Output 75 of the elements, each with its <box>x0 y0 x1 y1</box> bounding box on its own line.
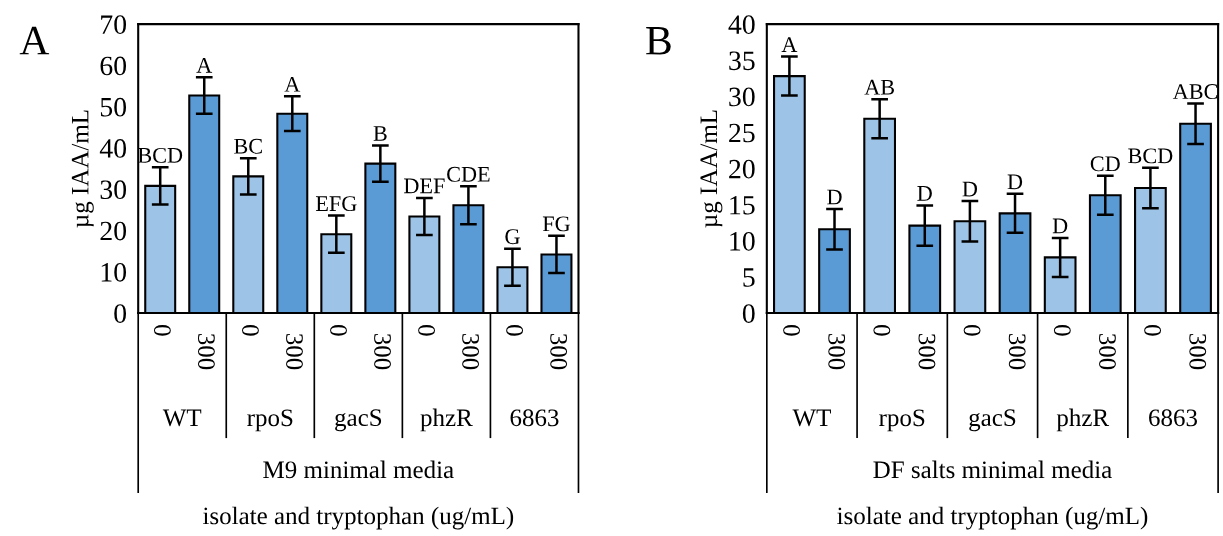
data-label: ABC <box>1172 84 1218 100</box>
data-label: CDE <box>447 166 490 182</box>
text: DF salts minimal media <box>873 460 1112 479</box>
text: WT <box>162 409 202 427</box>
y-axis-title: µg IAA/mL <box>700 110 723 228</box>
data-label: A <box>781 37 798 52</box>
y-tick-label: 10 <box>101 262 127 282</box>
y-tick-label: 5 <box>743 268 755 287</box>
text: phzR <box>420 408 473 432</box>
text: M9 minimal media <box>263 460 454 479</box>
text: WT <box>792 409 831 427</box>
text: 6863 <box>510 409 559 427</box>
x-axis-title: isolate and tryptophan (ug/mL) <box>837 506 1148 530</box>
x-tick-label: 0 <box>963 325 981 336</box>
y-axis-title: µg IAA/mL <box>71 110 94 228</box>
data-label: EFG <box>315 196 357 212</box>
y-tick-label: 20 <box>100 221 127 241</box>
x-tick-label: 300 <box>550 334 568 370</box>
x-tick-label: 0 <box>418 325 435 336</box>
x-tick-label: 0 <box>873 325 891 336</box>
x-tick-label: 300 <box>462 334 480 370</box>
y-tick-label: 10 <box>730 231 755 251</box>
data-label: A <box>196 57 213 73</box>
x-tick-label: 0 <box>506 325 524 336</box>
x-tick-label: 0 <box>330 325 347 336</box>
y-tick-label: 25 <box>729 123 755 143</box>
text: 6863 <box>1149 409 1197 427</box>
x-axis-title: isolate and tryptophan (ug/mL) <box>203 506 514 530</box>
x-tick-label: 300 <box>197 334 215 370</box>
data-label: D <box>962 181 978 197</box>
data-label: CD <box>1090 156 1120 172</box>
x-tick-label: 0 <box>1053 325 1071 336</box>
x-tick-label: 300 <box>1008 334 1026 370</box>
data-label: D <box>1007 174 1023 190</box>
y-tick-label: 30 <box>729 87 755 107</box>
y-tick-label: 20 <box>729 159 755 179</box>
chart-title: A <box>19 26 50 55</box>
text: gacS <box>335 409 382 432</box>
data-label: B <box>373 126 387 141</box>
data-label: D <box>917 186 932 201</box>
data-label: D <box>827 189 842 205</box>
x-tick-label: 0 <box>783 325 800 336</box>
data-label: AB <box>864 79 894 95</box>
text: rpoS <box>879 409 925 432</box>
y-tick-label: 0 <box>114 304 127 323</box>
y-tick-label: 35 <box>729 51 755 71</box>
data-label: DEF <box>404 178 445 194</box>
x-tick-label: 300 <box>286 334 303 370</box>
x-tick-label: 300 <box>1099 334 1116 370</box>
y-tick-label: 60 <box>100 56 127 76</box>
x-tick-label: 300 <box>828 334 846 370</box>
x-tick-label: 0 <box>153 325 171 336</box>
text: gacS <box>969 409 1016 432</box>
x-tick-label: 300 <box>1189 334 1207 370</box>
x-tick-label: 300 <box>374 334 391 370</box>
y-tick-label: 70 <box>101 15 127 35</box>
data-label: BCD <box>1128 148 1173 164</box>
y-tick-label: 15 <box>730 195 755 215</box>
y-tick-label: 40 <box>728 15 755 35</box>
text: phzR <box>1056 408 1110 432</box>
data-label: BC <box>234 138 262 154</box>
data-label: D <box>1052 218 1068 234</box>
y-tick-label: 0 <box>742 304 755 323</box>
y-tick-label: 50 <box>100 97 127 117</box>
data-label: BCD <box>138 147 183 163</box>
text: rpoS <box>247 409 293 432</box>
chart-title: B <box>646 27 671 55</box>
y-tick-label: 40 <box>99 139 127 158</box>
data-label: G <box>505 229 520 245</box>
y-tick-label: 30 <box>100 180 127 200</box>
data-label: FG <box>542 216 570 232</box>
data-label: A <box>284 76 301 92</box>
x-tick-label: 300 <box>918 334 936 370</box>
x-tick-label: 0 <box>1144 325 1162 336</box>
x-tick-label: 0 <box>242 325 259 336</box>
